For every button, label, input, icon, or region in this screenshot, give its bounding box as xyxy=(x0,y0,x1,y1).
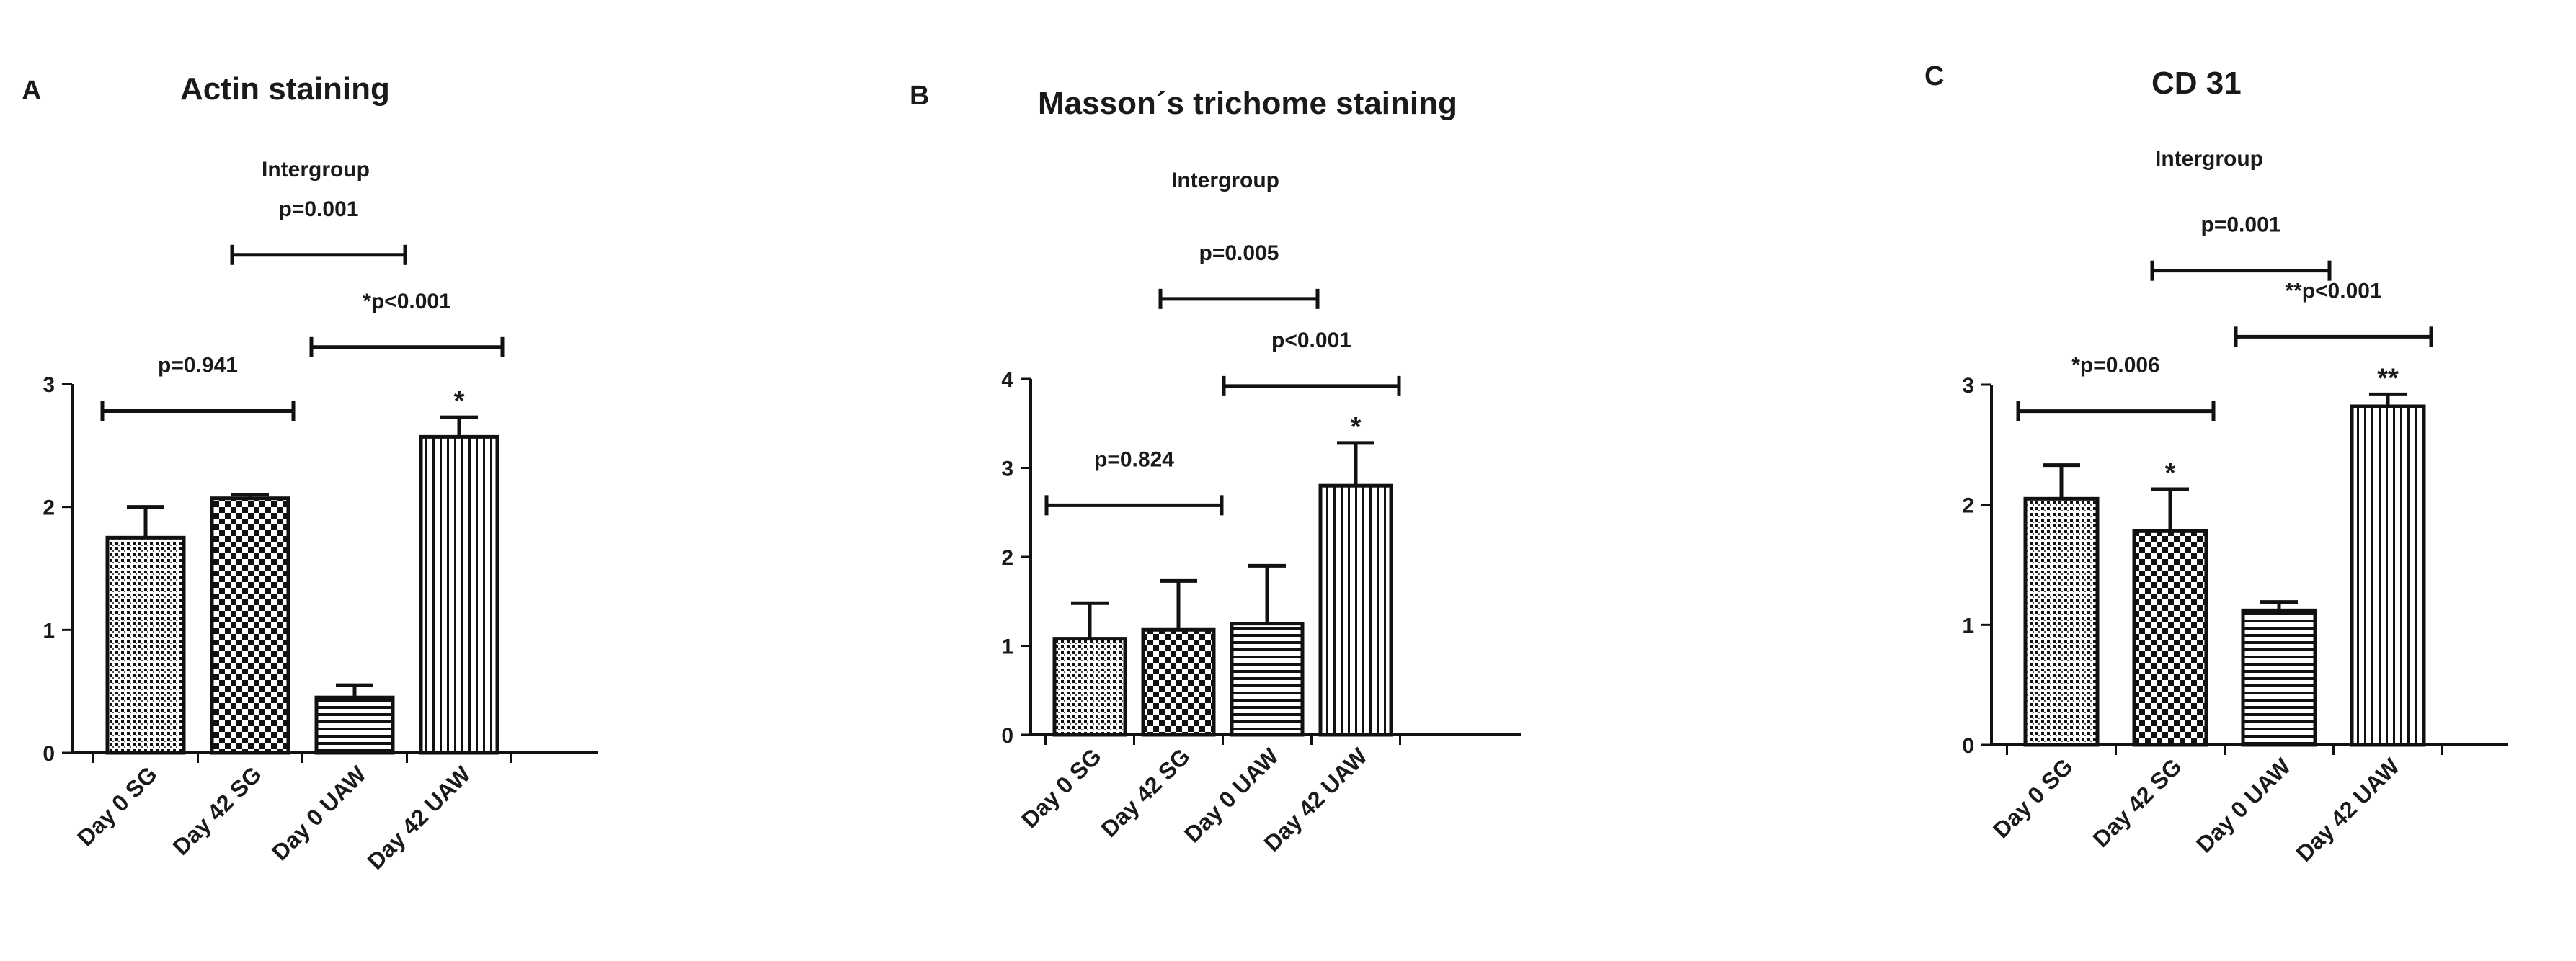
p-value-label: *p<0.001 xyxy=(363,290,451,313)
x-category-label: Day 42 UAW xyxy=(2291,753,2404,867)
y-tick-label: 2 xyxy=(1001,546,1013,570)
x-category-label: Day 42 UAW xyxy=(362,761,476,875)
bar xyxy=(2241,608,2317,747)
bar xyxy=(2023,496,2100,747)
p-value-label: **p<0.001 xyxy=(2285,279,2381,303)
y-tick-label: 2 xyxy=(43,496,55,520)
chart-title: Masson´s trichome staining xyxy=(1038,86,1457,121)
x-category-label: Day 0 SG xyxy=(72,761,162,851)
group-label: Intergroup xyxy=(1171,169,1279,192)
bar xyxy=(1141,627,1216,737)
p-value-label: p=0.001 xyxy=(279,197,359,221)
p-value-label: p=0.005 xyxy=(1199,241,1279,265)
bar xyxy=(314,695,395,755)
brackets: p=0.941 *p<0.001 p=0.001 xyxy=(100,197,505,421)
p-value-label: p=0.824 xyxy=(1094,447,1174,471)
panel-letter: A xyxy=(22,76,41,106)
y-tick-label: 0 xyxy=(1962,734,1974,758)
bar xyxy=(1230,622,1305,737)
significance-star: * xyxy=(1351,412,1362,442)
panel-letter: B xyxy=(910,81,929,111)
group-label: Intergroup xyxy=(2155,147,2263,171)
bar xyxy=(1318,483,1393,737)
significance-star: * xyxy=(2165,458,2176,488)
panel-letter: C xyxy=(1924,61,1944,91)
p-value-label: p=0.001 xyxy=(2201,213,2281,237)
chart-title: CD 31 xyxy=(2151,66,2242,101)
y-tick-label: 3 xyxy=(43,373,55,397)
y-tick-label: 4 xyxy=(1001,368,1013,392)
p-value-label: *p=0.006 xyxy=(2071,354,2160,377)
bar xyxy=(419,434,499,755)
y-tick-label: 3 xyxy=(1001,457,1013,481)
panel-a: A Actin staining Intergroup 0 1 2 3 * p=0.9… xyxy=(22,71,598,875)
x-category-label: Day 0 UAW xyxy=(2191,753,2296,857)
brackets: *p=0.006 **p<0.001 p=0.001 xyxy=(2016,213,2433,421)
bar xyxy=(210,496,290,755)
bar xyxy=(105,535,186,755)
p-value-label: p=0.941 xyxy=(158,354,238,377)
y-tick-label: 1 xyxy=(1001,635,1013,659)
y-tick-label: 3 xyxy=(1962,374,1974,398)
p-value-label: p<0.001 xyxy=(1271,328,1351,352)
y-tick-label: 0 xyxy=(43,742,55,766)
significance-star: * xyxy=(454,386,465,416)
bar xyxy=(1052,637,1127,737)
bar xyxy=(2350,404,2426,747)
significance-star: ** xyxy=(2377,363,2399,393)
brackets: p=0.824 p<0.001 p=0.005 xyxy=(1044,241,1401,516)
x-category-label: Day 0 SG xyxy=(1016,743,1106,833)
x-category-label: Day 42 SG xyxy=(168,761,267,859)
bars: *** xyxy=(2023,363,2426,747)
y-tick-label: 1 xyxy=(43,619,55,643)
group-label: Intergroup xyxy=(262,158,370,182)
y-tick-label: 2 xyxy=(1962,494,1974,518)
x-category-label: Day 0 SG xyxy=(1988,753,2078,843)
panel-b: B Masson´s trichome staining Intergroup … xyxy=(910,81,1521,857)
bars: * xyxy=(1052,412,1393,737)
y-tick-label: 1 xyxy=(1962,614,1974,638)
chart-title: Actin staining xyxy=(180,71,390,107)
x-category-label: Day 0 UAW xyxy=(267,761,371,865)
bar xyxy=(2132,529,2208,747)
y-tick-label: 0 xyxy=(1001,724,1013,748)
bars: * xyxy=(105,386,499,755)
x-category-label: Day 42 SG xyxy=(2088,753,2187,852)
